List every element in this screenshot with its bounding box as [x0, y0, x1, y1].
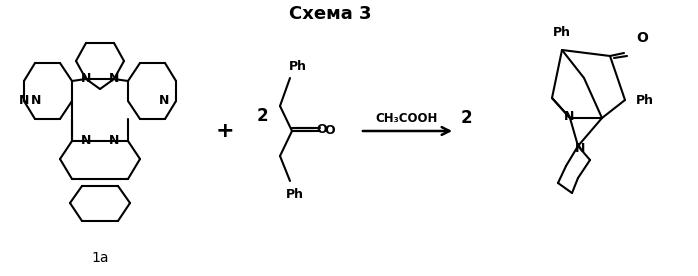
Text: N: N	[159, 94, 169, 107]
Text: Схема 3: Схема 3	[289, 5, 371, 23]
Text: O: O	[317, 123, 327, 136]
Text: +: +	[216, 121, 235, 141]
Text: N: N	[109, 134, 119, 147]
Text: O: O	[325, 124, 335, 137]
Text: Ph: Ph	[286, 187, 304, 200]
Text: 1a: 1a	[91, 251, 109, 265]
Text: Ph: Ph	[289, 60, 307, 73]
Text: 2: 2	[256, 107, 268, 125]
Text: N: N	[19, 94, 29, 107]
Text: O: O	[636, 31, 648, 45]
Text: N: N	[31, 94, 41, 107]
Text: Ph: Ph	[636, 94, 654, 107]
Text: N: N	[575, 142, 585, 155]
Text: N: N	[81, 134, 91, 147]
Text: N: N	[81, 73, 91, 86]
Text: Ph: Ph	[553, 26, 571, 39]
Text: 2: 2	[460, 109, 472, 127]
Text: N: N	[109, 73, 119, 86]
Text: N: N	[564, 110, 574, 123]
Text: CH₃COOH: CH₃COOH	[376, 112, 438, 124]
